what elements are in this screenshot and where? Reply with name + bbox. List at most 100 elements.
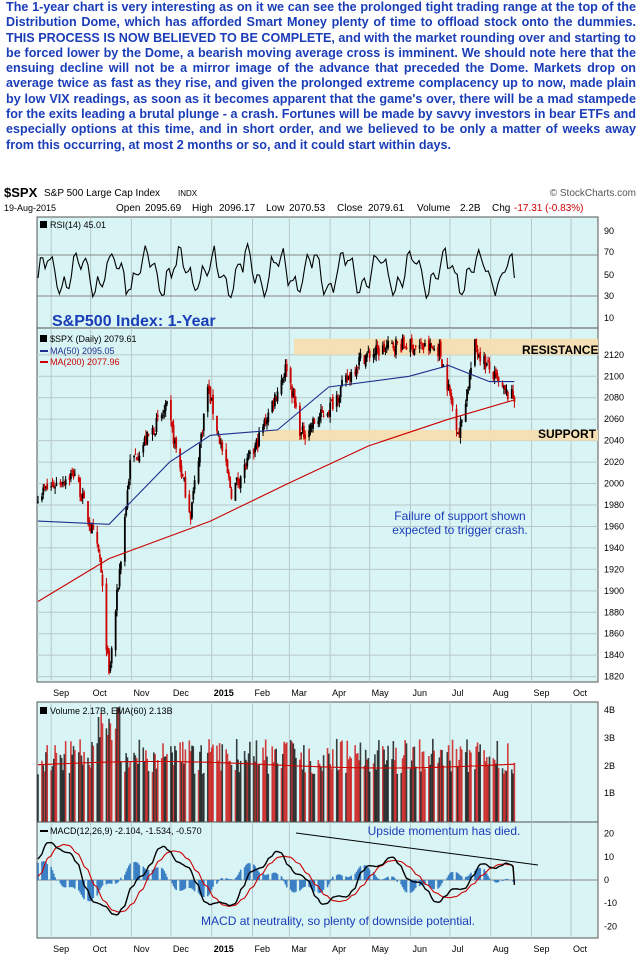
price-candle-body (383, 343, 386, 352)
macd-histogram-bar (495, 880, 497, 883)
volume-bar (391, 759, 393, 822)
price-candle-body (256, 439, 259, 449)
macd-histogram-bar (156, 867, 159, 880)
volume-bar (156, 760, 159, 822)
macd-histogram-bar (110, 880, 113, 884)
macd-histogram-bar (455, 872, 458, 880)
macd-histogram-bar (181, 880, 184, 891)
volume-bar (496, 740, 499, 822)
price-candle-body (422, 347, 425, 349)
volume-bar (201, 773, 204, 822)
month-label: Aug (493, 944, 509, 954)
volume-bar (478, 751, 480, 822)
volume-bar (446, 752, 449, 822)
macd-histogram-bar (92, 880, 95, 899)
macd-histogram-bar (274, 872, 276, 880)
macd-histogram-bar (63, 880, 66, 888)
macd-histogram-bar (155, 867, 158, 880)
macd-histogram-bar (493, 880, 496, 882)
price-candle-body (263, 420, 266, 427)
month-label: Dec (173, 944, 190, 954)
macd-histogram-bar (303, 880, 305, 888)
price-candle-body (183, 478, 185, 480)
price-candle-body (243, 464, 246, 479)
volume-bar (428, 756, 430, 822)
macd-histogram-bar (393, 877, 396, 880)
price-candle-body (414, 345, 417, 347)
volume-bar (293, 748, 296, 822)
price-candle-body (43, 485, 46, 489)
volume-bar (183, 763, 185, 822)
macd-histogram-bar (507, 879, 509, 880)
price-candle-body (73, 474, 76, 476)
macd-histogram-bar (89, 880, 92, 902)
volume-bar (117, 708, 120, 822)
volume-bar (292, 743, 295, 822)
volume-bar (387, 745, 389, 822)
volume-bar (359, 742, 362, 822)
price-candle-body (493, 371, 496, 379)
volume-bar (256, 764, 259, 822)
macd-histogram-bar (54, 877, 56, 880)
price-tick: 1980 (604, 500, 624, 510)
stock-chart: $SPX S&P 500 Large Cap Index INDX © Stoc… (4, 185, 636, 954)
macd-histogram-bar (237, 874, 239, 880)
macd-histogram-bar (142, 866, 145, 880)
month-label: Mar (291, 944, 307, 954)
volume-bar (225, 749, 227, 822)
price-candle-body (114, 611, 117, 651)
volume-bar (160, 758, 163, 822)
month-label: Oct (573, 688, 588, 698)
volume-bar (317, 760, 320, 822)
volume-bar (403, 755, 405, 822)
ma200-line (37, 399, 515, 602)
price-candle-body (459, 421, 462, 438)
month-label: Aug (493, 688, 509, 698)
macd-histogram-bar (367, 867, 370, 880)
price-candle-body (110, 648, 113, 664)
macd-histogram-bar (203, 880, 205, 898)
price-candle-body (52, 482, 55, 488)
macd-histogram-bar (216, 880, 218, 884)
volume-bar (255, 740, 258, 822)
price-candle-body (338, 397, 341, 403)
volume-bar (485, 757, 488, 822)
volume-bar (125, 753, 127, 822)
volume-bar (492, 758, 495, 822)
macd-histogram-bar (385, 877, 388, 880)
volume-bar (493, 759, 496, 822)
macd-histogram-bar (189, 880, 192, 889)
volume-bar (487, 764, 489, 822)
macd-histogram-bar (116, 880, 118, 884)
macd-histogram-bar (59, 880, 62, 884)
volume-bar (188, 740, 191, 822)
price-candle-body (273, 394, 276, 407)
macd-histogram-bar (318, 880, 321, 894)
volume-bar (59, 754, 62, 822)
volume-bar (191, 745, 193, 822)
macd-histogram-bar (430, 880, 433, 889)
volume-bar (450, 771, 453, 822)
macd-histogram-bar (412, 880, 414, 892)
volume-bar (151, 771, 154, 822)
price-candle-body (210, 397, 213, 401)
macd-histogram-bar (234, 878, 237, 880)
volume-bar (162, 743, 164, 822)
price-candle-body (193, 480, 196, 490)
volume-bar (96, 743, 99, 822)
volume-bar (405, 743, 408, 822)
macd-histogram-bar (418, 880, 421, 887)
price-candle-body (317, 420, 320, 425)
macd-histogram-bar (478, 867, 480, 880)
macd-histogram-bar (404, 880, 406, 892)
price-tick: 2120 (604, 350, 624, 360)
macd-tick: 0 (604, 875, 609, 885)
macd-histogram-bar (403, 880, 405, 890)
price-candle-body (285, 363, 288, 372)
price-candle-body (264, 418, 267, 425)
volume-bar (276, 763, 279, 822)
price-candle-body (412, 344, 414, 353)
price-candle-body (50, 486, 53, 488)
macd-histogram-bar (475, 869, 478, 880)
price-candle-body (300, 432, 303, 435)
